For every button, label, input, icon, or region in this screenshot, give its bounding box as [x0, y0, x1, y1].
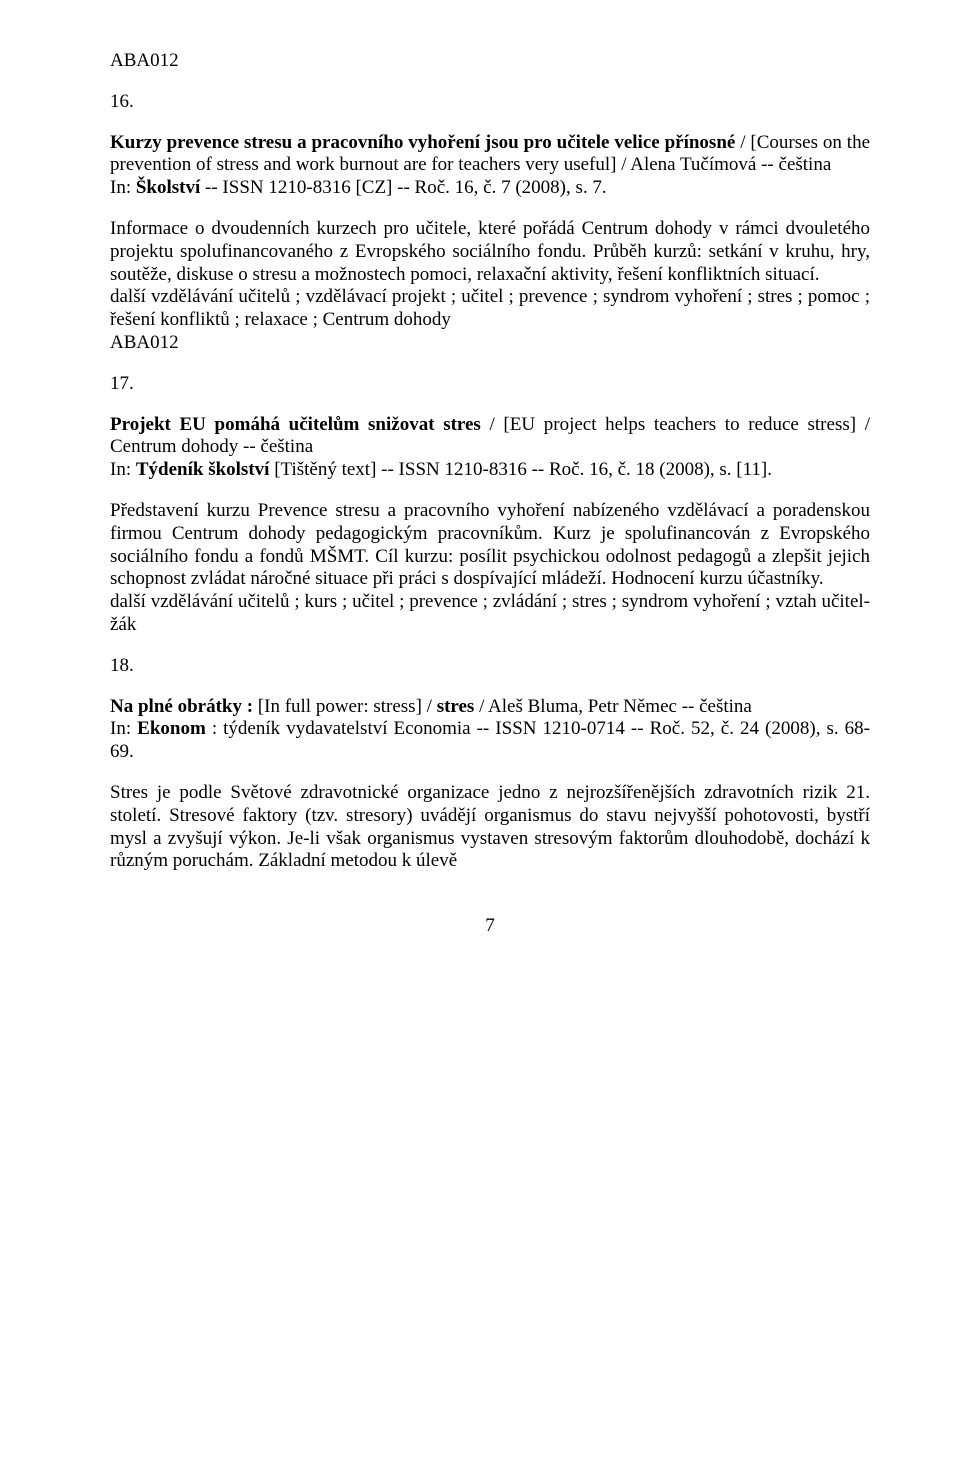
entry-18-title: Na plné obrátky : [In full power: stress…: [110, 696, 870, 719]
entry-16-title: Kurzy prevence stresu a pracovního vyhoř…: [110, 132, 870, 178]
entry-number-18: 18.: [110, 655, 870, 678]
entry-18-body: Stres je podle Světové zdravotnické orga…: [110, 782, 870, 873]
entry-number-16: 16.: [110, 91, 870, 114]
entry-16-source: In: Školství -- ISSN 1210-8316 [CZ] -- R…: [110, 177, 870, 200]
entry-17-title: Projekt EU pomáhá učitelům snižovat stre…: [110, 414, 870, 460]
entry-17-body: Představení kurzu Prevence stresu a prac…: [110, 500, 870, 591]
code-aba012-mid: ABA012: [110, 332, 870, 355]
entry-number-17: 17.: [110, 373, 870, 396]
entry-16-body: Informace o dvoudenních kurzech pro učit…: [110, 218, 870, 286]
entry-16-keywords: další vzdělávání učitelů ; vzdělávací pr…: [110, 286, 870, 332]
code-aba012-top: ABA012: [110, 50, 870, 73]
entry-17-source: In: Týdeník školství [Tištěný text] -- I…: [110, 459, 870, 482]
entry-18-source: In: Ekonom : týdeník vydavatelství Econo…: [110, 718, 870, 764]
entry-17-keywords: další vzdělávání učitelů ; kurs ; učitel…: [110, 591, 870, 637]
page-number: 7: [110, 915, 870, 938]
